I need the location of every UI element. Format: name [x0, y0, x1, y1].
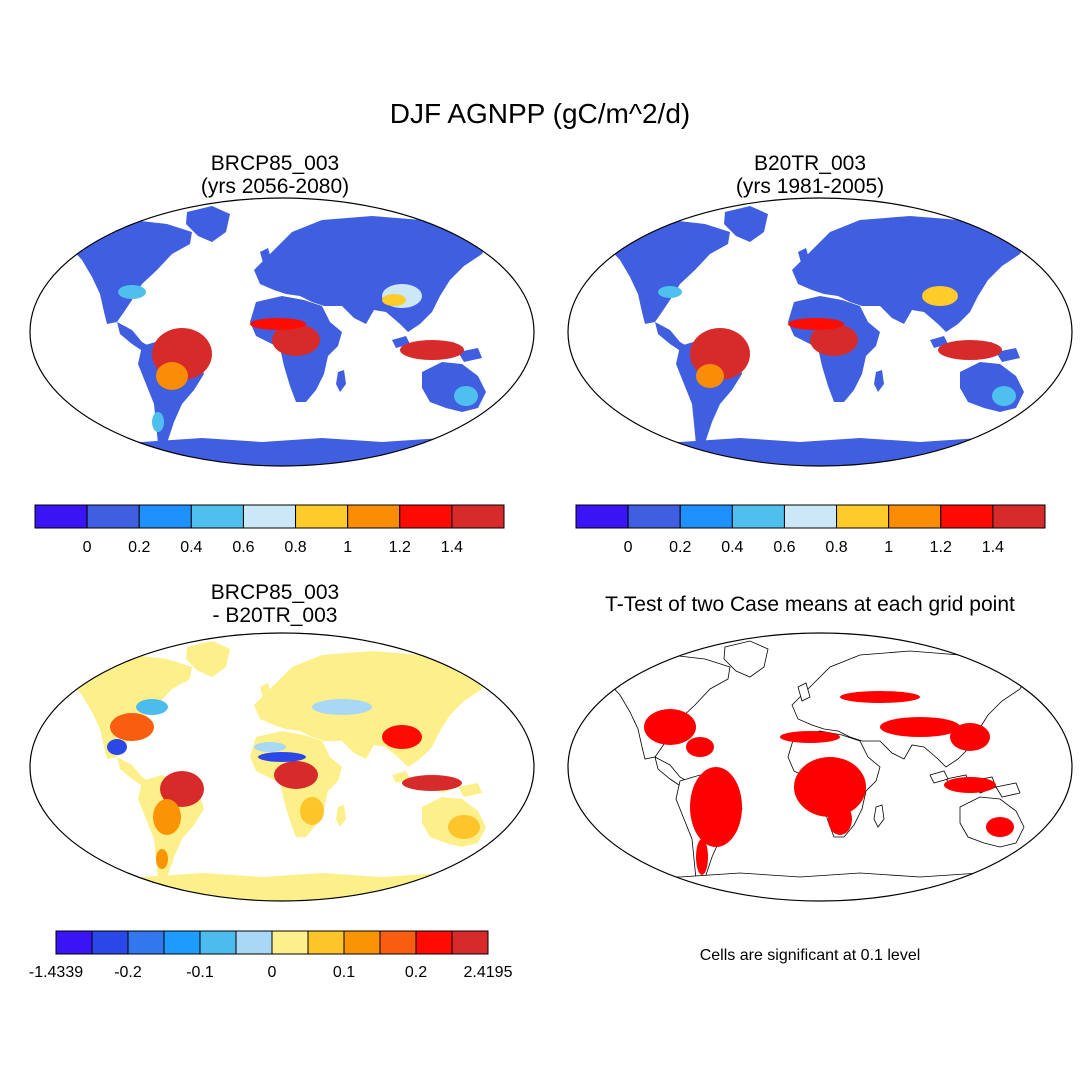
panel-3-title-line2: - B20TR_003 [212, 604, 338, 627]
diff-colorbar-swatch [127, 930, 165, 955]
colorbar-swatch [679, 504, 733, 529]
panel-2-title-line2: (yrs 1981-2005) [735, 175, 885, 198]
colorbar-tick-label: 0.6 [773, 539, 795, 556]
diff-colorbar-swatch [199, 930, 237, 955]
colorbar-swatch [940, 504, 994, 529]
panel-3-title: BRCP85_003 - B20TR_003 [125, 581, 425, 627]
colorbar-swatch [138, 504, 192, 529]
diff-colorbar-swatch [379, 930, 417, 955]
colorbar-swatch [627, 504, 681, 529]
colorbar-tick-label: 0 [624, 539, 633, 556]
diff-colorbar-tick-label: 0.2 [405, 964, 427, 981]
diff-colorbar-tick-label: -1.4339 [29, 964, 83, 981]
colorbar-panel-2: 0 0.2 0.4 0.6 0.8 1 1.2 1.4 [575, 504, 1046, 556]
colorbar-tick-label: 1 [343, 539, 352, 556]
diff-colorbar-swatch [271, 930, 309, 955]
colorbar-tick-label: 0 [83, 539, 92, 556]
colorbar-swatch [451, 504, 505, 529]
colorbar-tick-label: 0.6 [232, 539, 254, 556]
colorbar-tick-label: 0.4 [721, 539, 743, 556]
diff-colorbar-swatch [307, 930, 345, 955]
colorbar-swatch [190, 504, 244, 529]
colorbar-tick-label: 0.8 [284, 539, 306, 556]
map-panel-3 [29, 632, 535, 902]
diff-colorbar-tick-label: 0.1 [333, 964, 355, 981]
significance-note: Cells are significant at 0.1 level [699, 947, 921, 964]
panel-1-title-line1: BRCP85_003 [210, 152, 340, 175]
colorbar-swatch [347, 504, 401, 529]
colorbar-tick-label: 1.2 [930, 539, 952, 556]
panel-2-title: B20TR_003 (yrs 1981-2005) [660, 152, 960, 198]
diff-colorbar-swatch [163, 930, 201, 955]
diff-colorbar-swatch [91, 930, 129, 955]
colorbar-swatch [836, 504, 890, 529]
colorbar-tick-label: 0.4 [180, 539, 202, 556]
colorbar-swatch [992, 504, 1046, 529]
colorbar-tick-label: 0.8 [825, 539, 847, 556]
diff-colorbar-swatch [451, 930, 489, 955]
colorbar-swatch [575, 504, 629, 529]
colorbar-tick-label: 1.4 [441, 539, 463, 556]
diff-colorbar-swatch [55, 930, 93, 955]
colorbar-swatch [731, 504, 785, 529]
colorbar-swatch [888, 504, 942, 529]
panel-3-title-line1: BRCP85_003 [210, 581, 340, 604]
colorbar-tick-label: 1 [884, 539, 893, 556]
colorbar-swatch [399, 504, 453, 529]
colorbar-swatch [295, 504, 349, 529]
panel-1-title-line2: (yrs 2056-2080) [200, 175, 350, 198]
map-panel-2 [567, 197, 1073, 467]
colorbar-tick-label: 1.2 [389, 539, 411, 556]
map-panel-1 [29, 197, 535, 467]
diff-colorbar-tick-label: 0 [268, 964, 277, 981]
diff-colorbar-swatch [343, 930, 381, 955]
colorbar-tick-label: 1.4 [982, 539, 1004, 556]
panel-1-title: BRCP85_003 (yrs 2056-2080) [125, 152, 425, 198]
colorbar-panel-3: -1.4339 -0.2 -0.1 0 0.1 0.2 2.4195 [29, 930, 513, 981]
colorbar-swatch [34, 504, 88, 529]
diff-colorbar-tick-label: 2.4195 [464, 964, 513, 981]
colorbar-swatch [783, 504, 838, 529]
diff-colorbar-swatch [235, 930, 273, 955]
figure-title: DJF AGNPP (gC/m^2/d) [389, 98, 691, 129]
diff-colorbar-tick-label: -0.2 [114, 964, 142, 981]
map-panel-4 [567, 632, 1073, 902]
colorbar-panel-1: 0 0.2 0.4 0.6 0.8 1 1.2 1.4 [34, 504, 505, 556]
colorbar-tick-label: 0.2 [669, 539, 691, 556]
colorbar-swatch [86, 504, 140, 529]
diff-colorbar-tick-label: -0.1 [186, 964, 214, 981]
panel-4-title: T-Test of two Case means at each grid po… [605, 593, 1015, 616]
colorbar-tick-label: 0.2 [128, 539, 150, 556]
diff-colorbar-swatch [415, 930, 453, 955]
panel-2-title-line1: B20TR_003 [753, 152, 867, 175]
colorbar-swatch [242, 504, 297, 529]
